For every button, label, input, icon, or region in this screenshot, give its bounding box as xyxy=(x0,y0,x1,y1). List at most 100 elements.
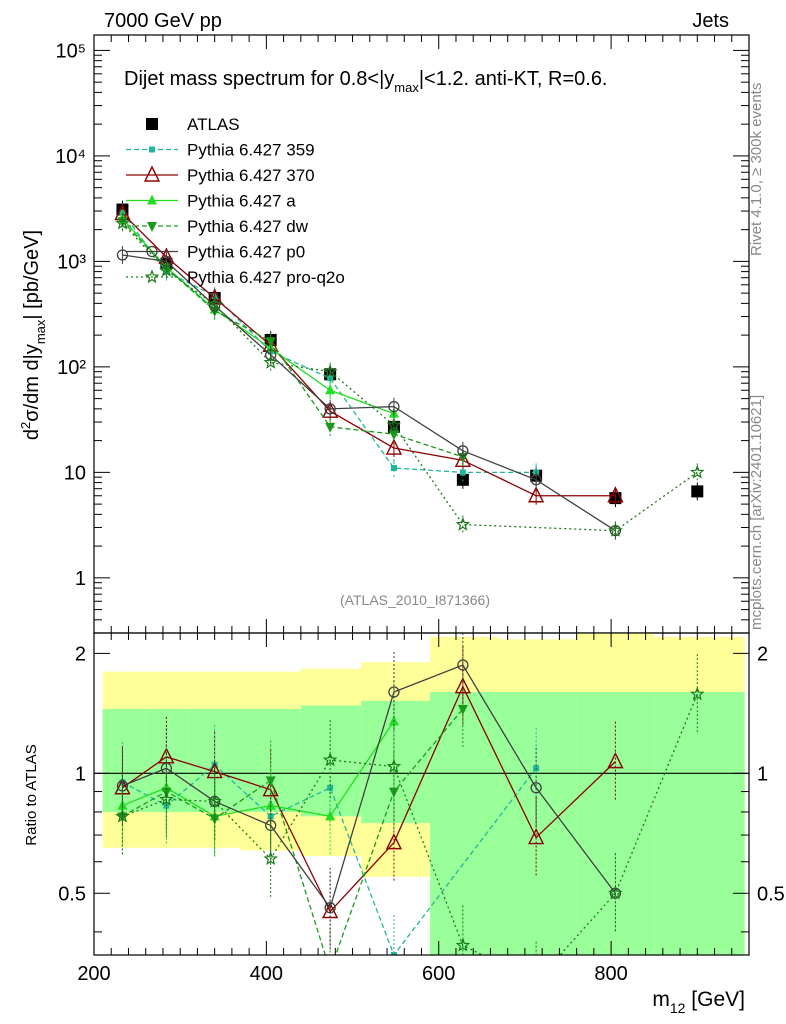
legend-item: Pythia 6.427 370 xyxy=(126,165,315,185)
main-data-point xyxy=(265,337,276,348)
legend-marker xyxy=(147,194,157,205)
category-label: Jets xyxy=(692,10,729,32)
ratio-data-point xyxy=(608,885,623,900)
ratio-y-tick-label: 1 xyxy=(75,763,86,785)
main-data-point xyxy=(459,469,466,476)
ratio-y-axis-label: Ratio to ATLAS xyxy=(23,744,40,845)
main-data-point xyxy=(325,422,336,433)
main-data-point xyxy=(115,215,130,230)
ratio-data-point xyxy=(530,976,541,987)
ratio-data-point xyxy=(388,787,399,798)
ratio-data-point xyxy=(325,967,335,977)
legend-marker xyxy=(149,146,155,153)
ratio-data-point xyxy=(457,705,468,716)
ratio-x-tick-label: 400 xyxy=(250,963,283,985)
main-series-line xyxy=(122,254,616,532)
main-data-point xyxy=(530,474,542,486)
ratio-y-tick-label: 0.5 xyxy=(58,883,86,905)
main-data-point xyxy=(160,255,173,268)
ratio-data-point xyxy=(322,752,338,767)
ratio-data-point xyxy=(327,784,334,791)
main-data-point xyxy=(527,486,545,503)
main-y-tick-label: 1 xyxy=(75,568,86,590)
ratio-data-point xyxy=(607,752,624,769)
plot-title: Dijet mass spectrum for 0.8<|ymax|<1.2. … xyxy=(124,68,608,95)
ratio-data-point xyxy=(457,659,469,671)
main-data-point xyxy=(455,516,471,531)
ratio-data-point xyxy=(527,827,545,845)
legend-marker xyxy=(147,222,157,232)
ratio-data-point xyxy=(267,813,274,820)
main-data-point xyxy=(263,354,278,369)
main-data-point xyxy=(691,485,704,498)
main-data-point xyxy=(325,384,336,395)
legend-label: ATLAS xyxy=(187,115,240,134)
main-data-point xyxy=(390,464,397,471)
main-series-line xyxy=(121,222,698,532)
main-data-point xyxy=(159,262,174,277)
legend-label: Pythia 6.427 359 xyxy=(187,141,315,160)
ratio-series-5 xyxy=(115,654,705,987)
legend-item: Pythia 6.427 p0 xyxy=(126,243,305,262)
ratio-data-point xyxy=(159,791,174,806)
main-series-6 xyxy=(115,214,705,540)
legend-label: Pythia 6.427 a xyxy=(187,192,296,211)
main-data-point xyxy=(388,400,400,413)
legend: ATLAS Pythia 6.427 359 Pythia 6.427 370 Pyt… xyxy=(126,115,345,287)
legend-item: Pythia 6.427 dw xyxy=(126,217,309,236)
ratio-data-point xyxy=(325,810,336,821)
ratio-x-tick-label: 200 xyxy=(77,963,110,985)
main-data-point xyxy=(322,364,338,378)
main-series-1 xyxy=(119,203,540,482)
analysis-id: (ATLAS_2010_I871366) xyxy=(340,592,490,608)
main-data-point xyxy=(207,296,222,311)
ratio-data-point xyxy=(388,686,400,698)
main-data-point xyxy=(454,450,472,468)
main-data-point xyxy=(385,438,403,455)
legend-label: Pythia 6.427 370 xyxy=(187,166,315,185)
main-y-tick-label: 10² xyxy=(57,357,86,379)
legend-item: Pythia 6.427 pro-q2o xyxy=(126,268,345,287)
legend-marker xyxy=(143,165,161,182)
ratio-data-point xyxy=(690,686,705,701)
legend-marker xyxy=(144,269,160,284)
main-panel: 1 10 10² 10³ 10⁴ 10⁵ xyxy=(55,34,750,634)
ratio-series-line xyxy=(122,693,698,955)
legend-label: Pythia 6.427 pro-q2o xyxy=(187,268,345,287)
legend-marker xyxy=(146,118,158,130)
ratio-data-point xyxy=(385,833,403,850)
ratio-data-point xyxy=(530,782,542,794)
ratio-data-point xyxy=(263,851,278,866)
ratio-data-point xyxy=(265,776,276,787)
ratio-y-tick-label-right: 0.5 xyxy=(757,883,785,905)
main-y-tick-label: 10⁵ xyxy=(55,40,86,62)
x-axis-label: m12 [GeV] xyxy=(652,988,745,1016)
ratio-band-green xyxy=(102,709,146,812)
ratio-band-green xyxy=(654,691,745,955)
ratio-data-point xyxy=(115,808,130,823)
main-data-point xyxy=(608,523,623,537)
ratio-data-point xyxy=(324,902,336,914)
main-data-point xyxy=(386,417,402,432)
main-y-tick-label: 10³ xyxy=(57,251,86,273)
ratio-data-point xyxy=(209,814,220,825)
main-data-point xyxy=(116,249,129,261)
ratio-data-point xyxy=(455,937,471,952)
main-series-3 xyxy=(117,209,399,423)
ratio-data-point xyxy=(207,793,222,808)
ratio-data-point xyxy=(262,780,279,797)
legend-label: Pythia 6.427 p0 xyxy=(187,243,305,262)
rivet-label: Rivet 4.1.0, ≥ 300k events xyxy=(748,83,765,256)
main-data-point xyxy=(324,403,336,415)
ratio-x-tick-label: 600 xyxy=(422,963,455,985)
main-y-tick-label: 10 xyxy=(64,462,86,484)
ratio-data-point xyxy=(454,677,472,694)
legend-item: Pythia 6.427 a xyxy=(126,192,296,211)
energy-label: 7000 GeV pp xyxy=(104,10,222,32)
ratio-data-point xyxy=(390,952,397,955)
ratio-panel: 0.5 0.5 1 1 2 2 200 400 600 800 xyxy=(58,632,785,987)
ratio-y-tick-label-right: 2 xyxy=(757,643,768,665)
legend-marker xyxy=(146,245,158,258)
ratio-y-tick-label-right: 1 xyxy=(757,763,768,785)
